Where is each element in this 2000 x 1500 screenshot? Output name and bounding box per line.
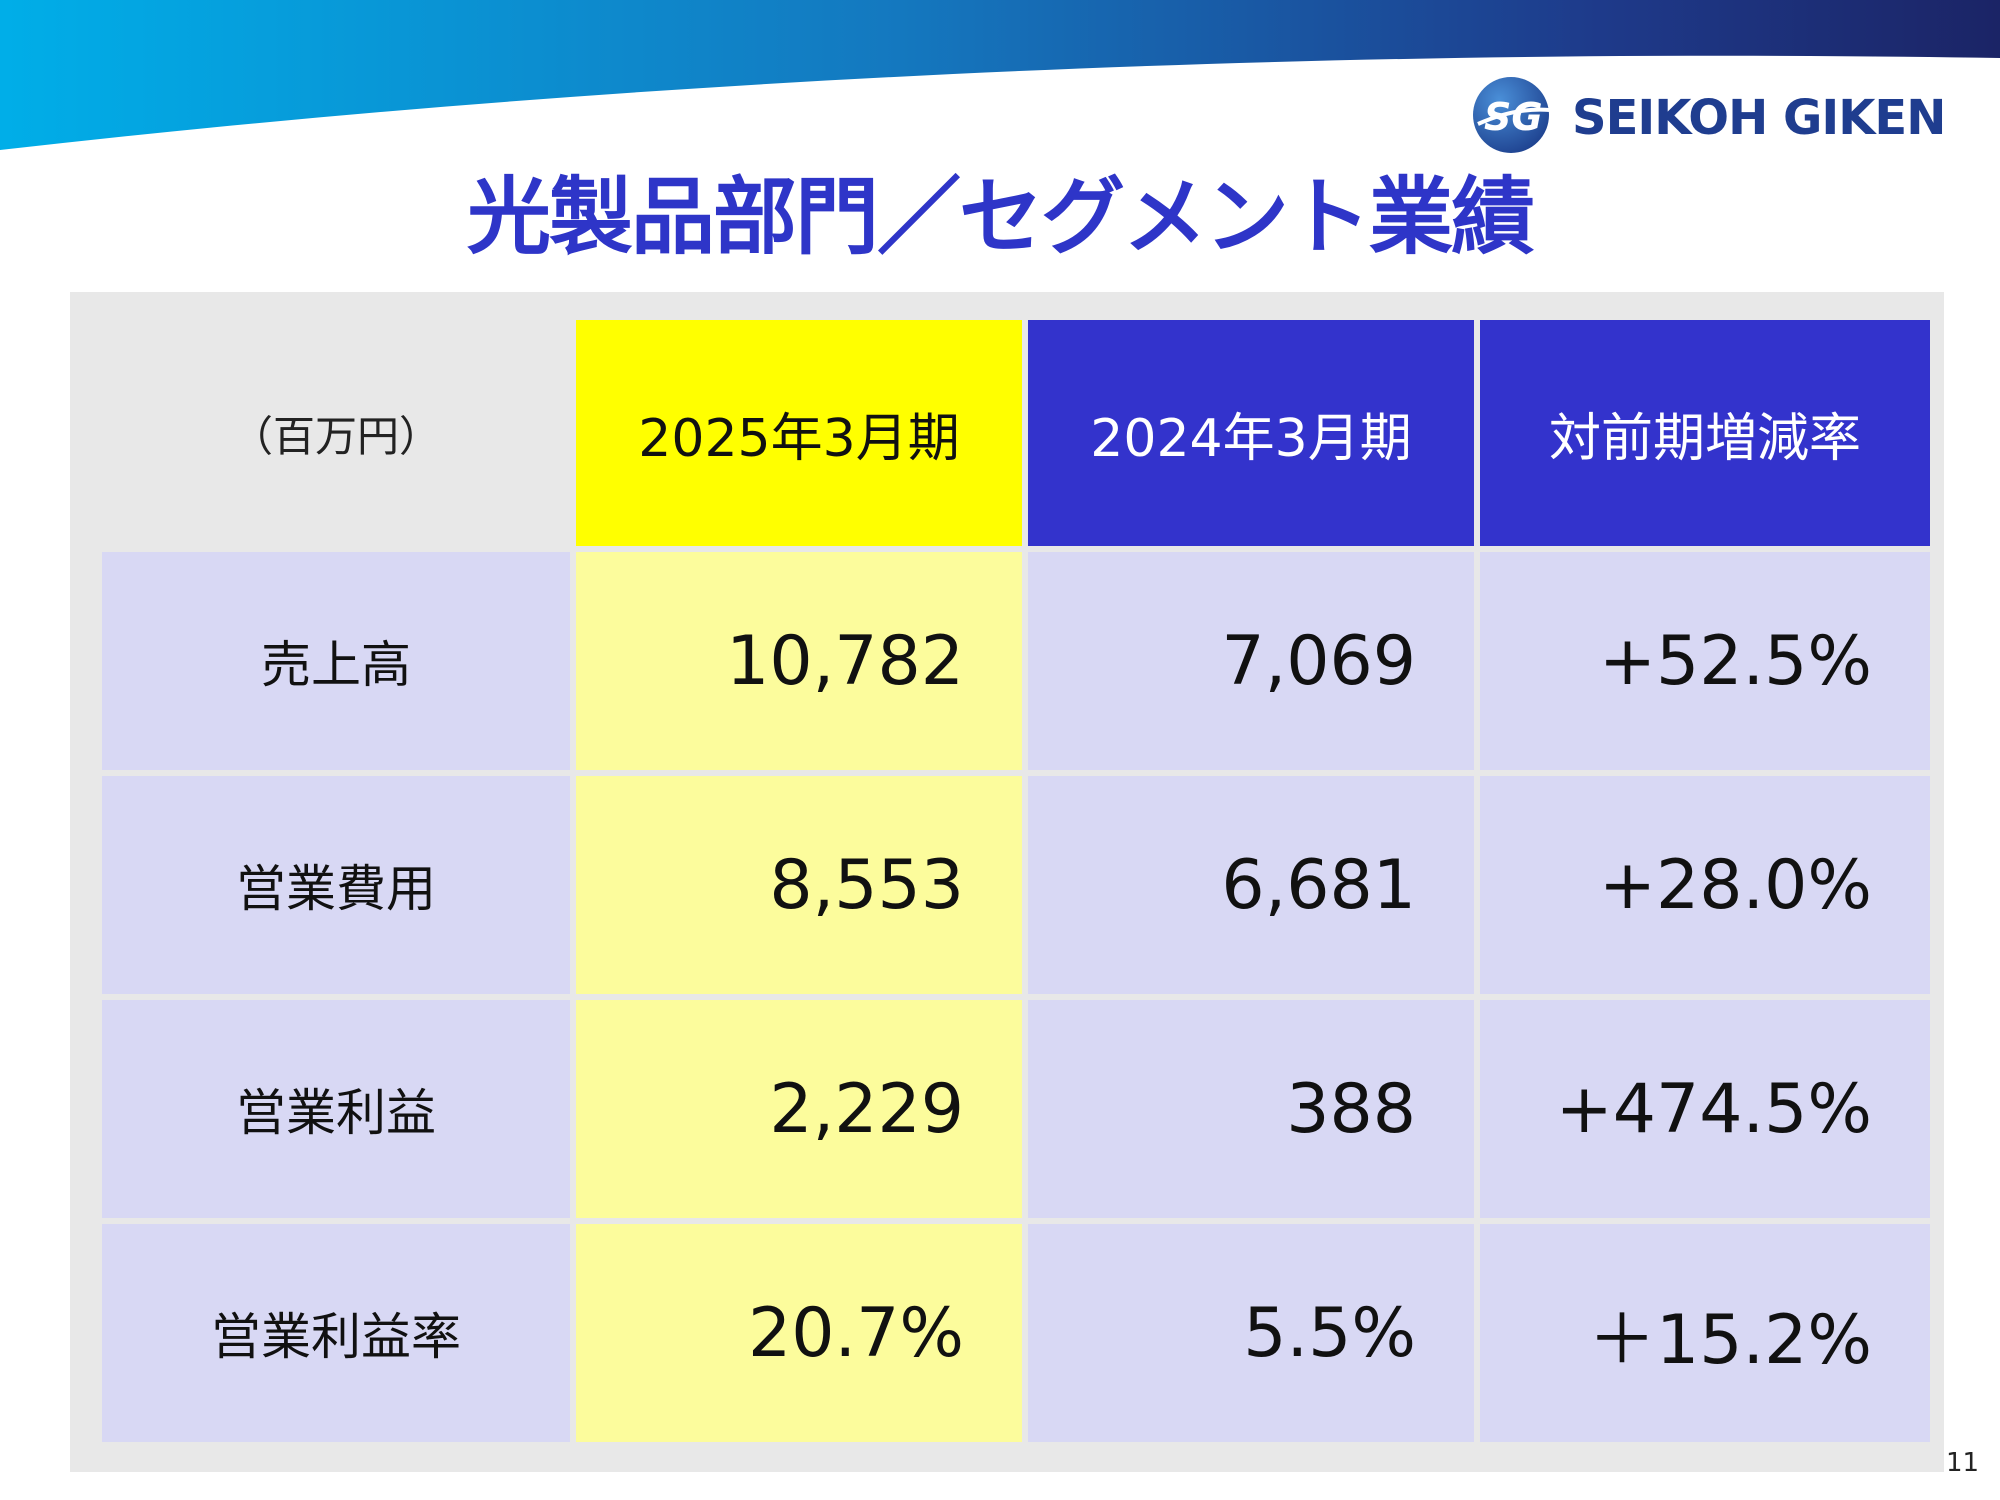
operating-expenses-yoy: +28.0% xyxy=(1480,776,1930,994)
operating-margin-fy2024: 5.5% xyxy=(1028,1224,1474,1442)
operating-expenses-fy2025: 8,553 xyxy=(576,776,1022,994)
page-title: 光製品部門／セグメント業績 xyxy=(466,168,1535,266)
operating-income-yoy: +474.5% xyxy=(1480,1000,1930,1218)
logo-mark-text: SG xyxy=(1484,95,1543,139)
segment-results-table: （百万円） 2025年3月期 2024年3月期 対前期増減率 売上高 10,78… xyxy=(70,292,1944,1472)
net-sales-fy2024: 7,069 xyxy=(1028,552,1474,770)
row-label-operating-margin: 営業利益率 xyxy=(102,1224,570,1442)
brand-logo: SG SEIKOH GIKEN xyxy=(1470,74,1970,154)
brand-name: SEIKOH GIKEN xyxy=(1572,90,1946,146)
net-sales-fy2025: 10,782 xyxy=(576,552,1022,770)
header-yoy-change: 対前期増減率 xyxy=(1480,320,1930,546)
page-number: 11 xyxy=(1946,1448,1980,1478)
row-label-operating-expenses: 営業費用 xyxy=(102,776,570,994)
row-label-net-sales: 売上高 xyxy=(102,552,570,770)
net-sales-yoy: +52.5% xyxy=(1480,552,1930,770)
top-gradient-band xyxy=(0,0,2000,150)
header-fy2025: 2025年3月期 xyxy=(576,320,1022,546)
operating-margin-yoy: ＋15.2% xyxy=(1480,1224,1930,1442)
operating-income-fy2025: 2,229 xyxy=(576,1000,1022,1218)
unit-label: （百万円） xyxy=(230,411,441,461)
header-fy2024: 2024年3月期 xyxy=(1028,320,1474,546)
operating-expenses-fy2024: 6,681 xyxy=(1028,776,1474,994)
operating-income-fy2024: 388 xyxy=(1028,1000,1474,1218)
row-label-operating-income: 営業利益 xyxy=(102,1000,570,1218)
seikoh-giken-logo-icon: SG xyxy=(1473,77,1551,153)
operating-margin-fy2025: 20.7% xyxy=(576,1224,1022,1442)
